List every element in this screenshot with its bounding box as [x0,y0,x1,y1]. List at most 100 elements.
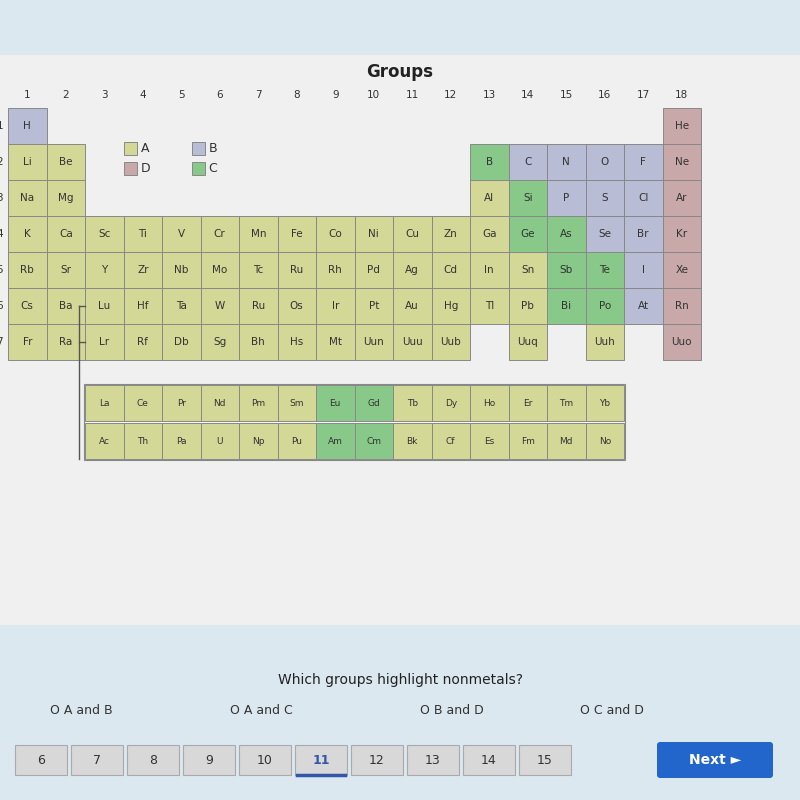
Text: Am: Am [328,437,342,446]
Text: Uuu: Uuu [402,337,422,347]
Text: Bk: Bk [406,437,418,446]
FancyBboxPatch shape [127,745,179,775]
Text: Sc: Sc [98,229,110,239]
FancyBboxPatch shape [509,216,547,252]
Text: Ho: Ho [483,398,495,408]
FancyBboxPatch shape [46,288,85,324]
FancyBboxPatch shape [8,288,46,324]
Text: D: D [141,162,150,175]
Text: Au: Au [406,301,419,311]
Text: I: I [642,265,645,275]
Text: Hg: Hg [443,301,458,311]
Text: Uuq: Uuq [518,337,538,347]
FancyBboxPatch shape [431,324,470,360]
FancyBboxPatch shape [239,745,291,775]
Text: Groups: Groups [366,63,434,81]
FancyBboxPatch shape [393,216,431,252]
FancyBboxPatch shape [123,216,162,252]
FancyBboxPatch shape [431,423,470,459]
FancyBboxPatch shape [470,144,509,180]
Text: Ra: Ra [59,337,72,347]
Text: In: In [485,265,494,275]
Text: 4: 4 [139,90,146,100]
Text: Pb: Pb [522,301,534,311]
Text: Ba: Ba [59,301,73,311]
Text: Ni: Ni [368,229,379,239]
Text: 2: 2 [62,90,69,100]
FancyBboxPatch shape [84,384,625,460]
Text: Db: Db [174,337,189,347]
FancyBboxPatch shape [431,288,470,324]
FancyBboxPatch shape [393,423,431,459]
Text: Os: Os [290,301,304,311]
Text: C: C [209,162,218,175]
Text: P: P [563,193,570,203]
Text: Co: Co [328,229,342,239]
Text: 6: 6 [37,754,45,766]
FancyBboxPatch shape [8,216,46,252]
Text: B: B [209,142,217,155]
FancyBboxPatch shape [162,288,201,324]
FancyBboxPatch shape [46,144,85,180]
Text: 1: 1 [24,90,30,100]
FancyBboxPatch shape [351,745,403,775]
Text: F: F [640,157,646,167]
Text: Ir: Ir [331,301,339,311]
Text: Ne: Ne [674,157,689,167]
Text: Li: Li [23,157,32,167]
Text: 10: 10 [367,90,380,100]
FancyBboxPatch shape [431,385,470,421]
FancyBboxPatch shape [278,216,316,252]
Text: Po: Po [598,301,611,311]
Text: 15: 15 [560,90,573,100]
Text: Rh: Rh [328,265,342,275]
Text: O C and D: O C and D [580,703,644,717]
Text: Nb: Nb [174,265,189,275]
Text: 14: 14 [481,754,497,766]
FancyBboxPatch shape [316,216,354,252]
FancyBboxPatch shape [470,423,509,459]
FancyBboxPatch shape [71,745,123,775]
Text: Rb: Rb [20,265,34,275]
FancyBboxPatch shape [316,385,354,421]
FancyBboxPatch shape [316,252,354,288]
FancyBboxPatch shape [8,180,46,216]
FancyBboxPatch shape [316,324,354,360]
Text: O: O [601,157,609,167]
Text: 8: 8 [149,754,157,766]
Text: 6: 6 [217,90,223,100]
FancyBboxPatch shape [624,180,662,216]
Text: Br: Br [638,229,649,239]
FancyBboxPatch shape [547,216,586,252]
FancyBboxPatch shape [239,385,278,421]
FancyBboxPatch shape [162,324,201,360]
Text: Fe: Fe [291,229,302,239]
Text: K: K [24,229,30,239]
FancyBboxPatch shape [201,324,239,360]
FancyBboxPatch shape [509,385,547,421]
FancyBboxPatch shape [547,385,586,421]
Text: 2: 2 [0,157,3,167]
FancyBboxPatch shape [123,288,162,324]
Text: Sn: Sn [521,265,534,275]
FancyBboxPatch shape [657,742,773,778]
Text: Te: Te [599,265,610,275]
Text: Ca: Ca [59,229,73,239]
Text: Sg: Sg [213,337,226,347]
Text: 11: 11 [406,90,419,100]
Text: Y: Y [101,265,107,275]
Text: Ar: Ar [676,193,687,203]
FancyBboxPatch shape [201,252,239,288]
Text: 13: 13 [482,90,496,100]
FancyBboxPatch shape [509,252,547,288]
Text: 7: 7 [93,754,101,766]
Text: Hs: Hs [290,337,303,347]
Text: 16: 16 [598,90,611,100]
FancyBboxPatch shape [470,288,509,324]
FancyBboxPatch shape [586,324,624,360]
FancyBboxPatch shape [278,252,316,288]
FancyBboxPatch shape [463,745,515,775]
FancyBboxPatch shape [547,288,586,324]
Text: Uun: Uun [363,337,384,347]
Text: Pm: Pm [251,398,266,408]
